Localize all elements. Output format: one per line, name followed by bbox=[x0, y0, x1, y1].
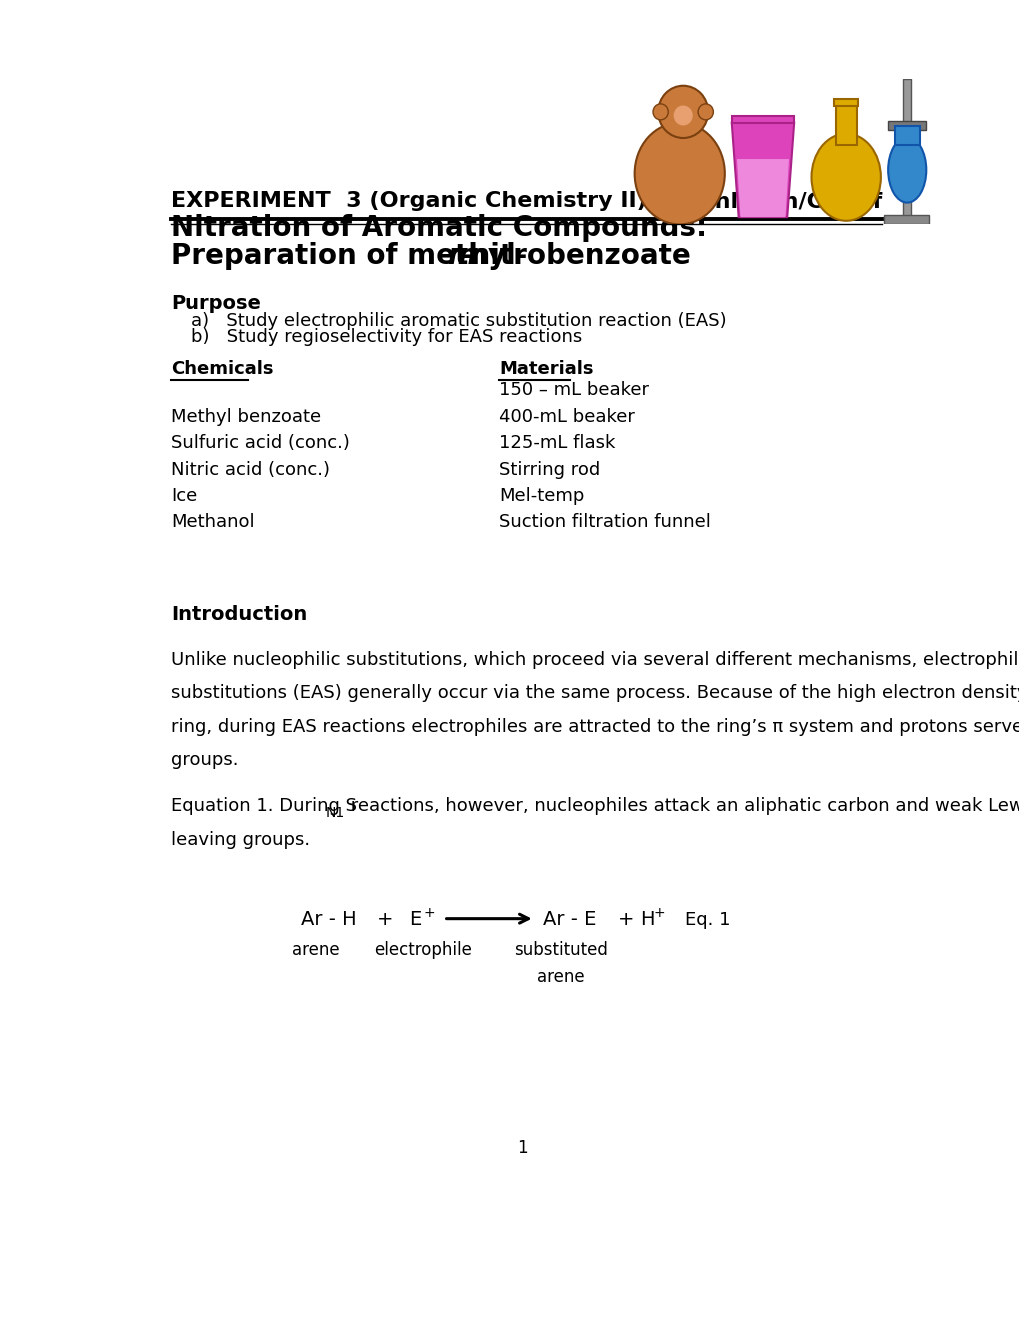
Text: 150 – mL beaker: 150 – mL beaker bbox=[498, 381, 648, 399]
Circle shape bbox=[652, 104, 667, 120]
Circle shape bbox=[657, 86, 707, 139]
Bar bbox=[835, 104, 856, 144]
Text: Purpose: Purpose bbox=[171, 294, 261, 313]
Text: Preparation of methyl-: Preparation of methyl- bbox=[171, 242, 527, 271]
Text: substituted: substituted bbox=[514, 941, 607, 960]
Text: Sulfuric acid (conc.): Sulfuric acid (conc.) bbox=[171, 434, 350, 453]
Text: +: + bbox=[377, 909, 393, 929]
Text: Nitration of Aromatic Compounds:: Nitration of Aromatic Compounds: bbox=[171, 214, 706, 242]
Text: Chemicals: Chemicals bbox=[171, 360, 273, 378]
Text: Methyl benzoate: Methyl benzoate bbox=[171, 408, 321, 426]
Text: Methanol: Methanol bbox=[171, 513, 255, 532]
Text: Ar - H: Ar - H bbox=[302, 909, 357, 929]
Text: leaving groups.: leaving groups. bbox=[171, 830, 310, 849]
Text: +: + bbox=[652, 906, 664, 920]
Polygon shape bbox=[736, 160, 789, 218]
Text: +: + bbox=[618, 909, 634, 929]
Text: ring, during EAS reactions electrophiles are attracted to the ring’s π system an: ring, during EAS reactions electrophiles… bbox=[171, 718, 1019, 735]
Text: Ar - E: Ar - E bbox=[542, 909, 595, 929]
Text: arene: arene bbox=[291, 941, 339, 960]
Text: +: + bbox=[423, 906, 434, 920]
Text: reactions, however, nucleophiles attack an aliphatic carbon and weak Lewis bases: reactions, however, nucleophiles attack … bbox=[344, 797, 1019, 814]
Bar bbox=[834, 99, 858, 107]
Text: arene: arene bbox=[536, 968, 584, 986]
Text: H: H bbox=[639, 909, 653, 929]
Text: 125-mL flask: 125-mL flask bbox=[498, 434, 614, 453]
Text: Stirring rod: Stirring rod bbox=[498, 461, 600, 479]
Text: N1: N1 bbox=[326, 807, 344, 820]
Text: Pahlavan/Cherif: Pahlavan/Cherif bbox=[684, 191, 881, 211]
Text: Materials: Materials bbox=[498, 360, 593, 378]
Ellipse shape bbox=[634, 123, 725, 224]
Ellipse shape bbox=[673, 106, 692, 125]
Text: Equation 1. During S: Equation 1. During S bbox=[171, 797, 357, 814]
Bar bbox=[903, 79, 910, 224]
Text: 400-mL beaker: 400-mL beaker bbox=[498, 408, 634, 426]
Text: Mel-temp: Mel-temp bbox=[498, 487, 584, 506]
Bar bbox=[731, 116, 794, 123]
Text: Ice: Ice bbox=[171, 487, 197, 506]
Text: 1: 1 bbox=[517, 1139, 528, 1156]
Text: b)   Study regioselectivity for EAS reactions: b) Study regioselectivity for EAS reacti… bbox=[191, 329, 582, 346]
Text: substitutions (EAS) generally occur via the same process. Because of the high el: substitutions (EAS) generally occur via … bbox=[171, 684, 1019, 702]
Ellipse shape bbox=[811, 133, 880, 220]
Text: a)   Study electrophilic aromatic substitution reaction (EAS): a) Study electrophilic aromatic substitu… bbox=[191, 312, 726, 330]
Text: Suction filtration funnel: Suction filtration funnel bbox=[498, 513, 710, 532]
Polygon shape bbox=[731, 123, 794, 218]
Bar bbox=[887, 121, 925, 131]
Bar bbox=[883, 215, 928, 224]
Text: groups.: groups. bbox=[171, 751, 238, 770]
Text: Introduction: Introduction bbox=[171, 605, 307, 624]
Text: m: m bbox=[446, 242, 475, 271]
Text: EXPERIMENT  3 (Organic Chemistry II): EXPERIMENT 3 (Organic Chemistry II) bbox=[171, 191, 646, 211]
Circle shape bbox=[697, 104, 712, 120]
Bar bbox=[894, 127, 919, 144]
Text: -nitrobenzoate: -nitrobenzoate bbox=[459, 242, 691, 271]
Text: Eq. 1: Eq. 1 bbox=[684, 911, 730, 929]
Text: Nitric acid (conc.): Nitric acid (conc.) bbox=[171, 461, 330, 479]
Text: Unlike nucleophilic substitutions, which proceed via several different mechanism: Unlike nucleophilic substitutions, which… bbox=[171, 651, 1019, 669]
Ellipse shape bbox=[888, 137, 925, 203]
Text: E: E bbox=[409, 909, 421, 929]
Text: electrophile: electrophile bbox=[374, 941, 472, 960]
